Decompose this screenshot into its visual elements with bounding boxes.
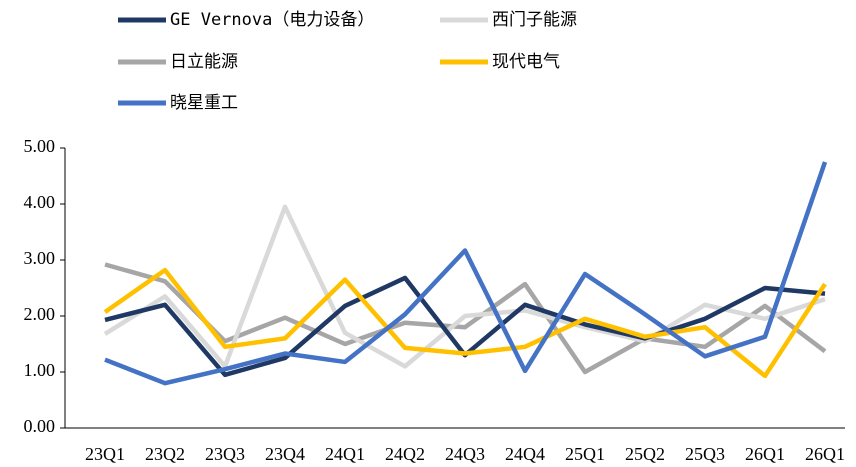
series-line [103, 267, 827, 379]
x-tick-label: 25Q1 [565, 444, 605, 464]
x-tick-label: 23Q3 [205, 444, 245, 464]
y-tick-label: 1.00 [24, 360, 56, 380]
legend-label: 晓星重工 [170, 93, 238, 113]
y-tick-label: 2.00 [24, 304, 56, 324]
x-tick-label: 26Q1 [805, 444, 845, 464]
series-line [104, 262, 827, 375]
x-tick-label: 24Q4 [505, 444, 545, 464]
series-line [104, 161, 828, 386]
x-tick-label: 23Q2 [145, 444, 185, 464]
legend-label: GE Vernova（电力设备） [170, 10, 374, 30]
x-tick-label: 25Q2 [625, 444, 665, 464]
x-tick-label: 24Q1 [325, 444, 365, 464]
y-tick-label: 4.00 [24, 192, 56, 212]
series-line [103, 204, 826, 369]
y-tick-label: 0.00 [24, 416, 56, 436]
legend-label: 西门子能源 [492, 10, 577, 30]
x-tick-label: 24Q2 [385, 444, 425, 464]
x-tick-label: 26Q1 [745, 444, 785, 464]
x-tick-label: 25Q3 [685, 444, 725, 464]
x-tick-label: 23Q1 [85, 444, 125, 464]
x-tick-label: 24Q3 [445, 444, 485, 464]
legend-label: 现代电气 [492, 52, 560, 72]
y-tick-label: 3.00 [24, 248, 56, 268]
y-tick-label: 5.00 [24, 136, 56, 156]
x-tick-label: 23Q4 [265, 444, 305, 464]
legend-label: 日立能源 [170, 52, 238, 72]
